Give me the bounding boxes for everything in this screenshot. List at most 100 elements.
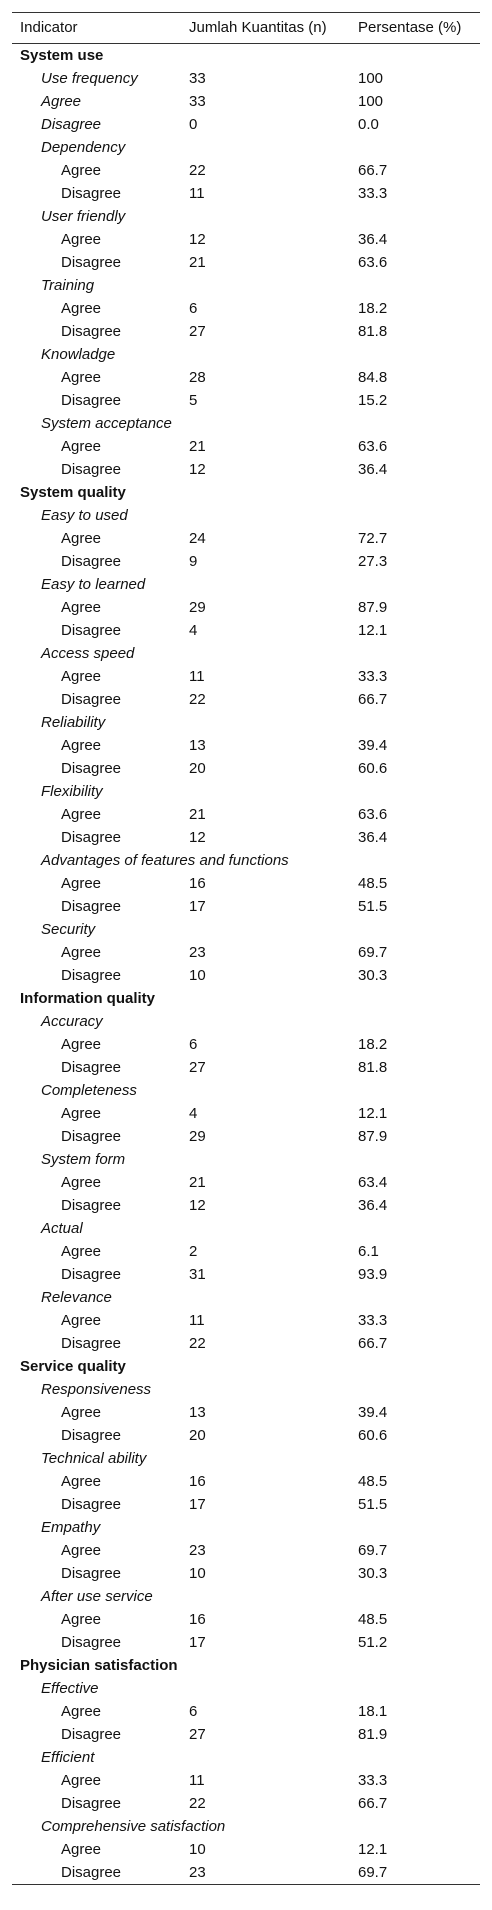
response-label: Agree	[61, 1703, 102, 1720]
response-label: Agree	[61, 668, 102, 685]
count-cell: 6	[189, 1036, 198, 1053]
count-cell: 27	[189, 1059, 206, 1076]
table-row: Agree 11 33.3	[12, 1309, 480, 1332]
indicator-label: Use frequency	[41, 70, 138, 87]
percent-cell: 63.4	[358, 1174, 388, 1191]
percent-cell: 63.6	[358, 438, 388, 455]
table-row: Disagree 17 51.5	[12, 895, 480, 918]
response-label: Agree	[61, 1841, 102, 1858]
table-row: Disagree 17 51.5	[12, 1493, 480, 1516]
table-row: Disagree 20 60.6	[12, 757, 480, 780]
percent-cell: 39.4	[358, 1404, 388, 1421]
count-cell: 21	[189, 438, 206, 455]
response-label: Agree	[61, 599, 102, 616]
table-row: Agree 10 12.1	[12, 1838, 480, 1861]
response-label: Agree	[61, 1036, 102, 1053]
section-title: Service quality	[20, 1358, 126, 1375]
table-row: Agree 13 39.4	[12, 734, 480, 757]
indicator-label: Easy to learned	[41, 576, 146, 593]
response-label: Disagree	[61, 1128, 122, 1145]
count-cell: 9	[189, 553, 198, 570]
table-row: Agree 23 69.7	[12, 941, 480, 964]
table-row: Agree 16 48.5	[12, 1608, 480, 1631]
count-cell: 21	[189, 1174, 206, 1191]
percent-cell: 66.7	[358, 1795, 388, 1812]
table-row: Agree 11 33.3	[12, 1769, 480, 1792]
indicator-label: After use service	[41, 1588, 153, 1605]
table-row: Responsiveness	[12, 1378, 480, 1401]
indicator-label: Comprehensive satisfaction	[41, 1818, 226, 1835]
indicator-label: Responsiveness	[41, 1381, 152, 1398]
count-cell: 6	[189, 1703, 198, 1720]
header-cell: Indicator	[20, 19, 78, 36]
response-label: Disagree	[61, 967, 122, 984]
percent-cell: 81.9	[358, 1726, 388, 1743]
table-row: Disagree 22 66.7	[12, 1332, 480, 1355]
percent-cell: 100	[358, 70, 384, 87]
count-cell: 11	[189, 185, 205, 202]
percent-cell: 12.1	[358, 622, 388, 639]
header-cell: Persentase (%)	[358, 19, 462, 36]
percent-cell: 48.5	[358, 875, 388, 892]
response-label: Agree	[61, 737, 102, 754]
table-row: Disagree 31 93.9	[12, 1263, 480, 1286]
table-row: Agree 11 33.3	[12, 665, 480, 688]
table-row: Comprehensive satisfaction	[12, 1815, 480, 1838]
count-cell: 16	[189, 875, 206, 892]
response-label: Agree	[61, 1611, 102, 1628]
table-row: Empathy	[12, 1516, 480, 1539]
response-label: Disagree	[61, 553, 122, 570]
response-label: Agree	[61, 300, 102, 317]
percent-cell: 66.7	[358, 162, 388, 179]
table-row: Disagree 23 69.7	[12, 1861, 480, 1884]
response-label: Disagree	[61, 392, 122, 409]
percent-cell: 66.7	[358, 691, 388, 708]
indicator-label: Efficient	[41, 1749, 95, 1766]
table-row: Accuracy	[12, 1010, 480, 1033]
count-cell: 23	[189, 944, 206, 961]
percent-cell: 48.5	[358, 1611, 388, 1628]
response-label: Agree	[61, 875, 102, 892]
count-cell: 10	[189, 1565, 206, 1582]
indicator-label: Dependency	[41, 139, 126, 156]
indicator-label: Training	[41, 277, 95, 294]
response-label: Disagree	[61, 1496, 122, 1513]
count-cell: 27	[189, 323, 206, 340]
table-row: Agree 24 72.7	[12, 527, 480, 550]
table-row: Disagree 17 51.2	[12, 1631, 480, 1654]
response-label: Agree	[61, 1174, 102, 1191]
response-label: Agree	[61, 231, 102, 248]
response-label: Disagree	[61, 622, 122, 639]
response-label: Disagree	[61, 1059, 122, 1076]
indicator-label: Security	[41, 921, 96, 938]
percent-cell: 69.7	[358, 1542, 388, 1559]
table-row: Disagree 22 66.7	[12, 1792, 480, 1815]
table-row: Agree 33 100	[12, 90, 480, 113]
table-row: Easy to learned	[12, 573, 480, 596]
response-label: Disagree	[61, 1427, 122, 1444]
table-row: Agree 21 63.6	[12, 803, 480, 826]
count-cell: 17	[189, 1634, 206, 1651]
percent-cell: 33.3	[358, 185, 388, 202]
percent-cell: 30.3	[358, 967, 388, 984]
percent-cell: 51.5	[358, 898, 388, 915]
response-label: Disagree	[61, 254, 122, 271]
indicator-label: Agree	[41, 93, 82, 110]
percent-cell: 18.1	[358, 1703, 388, 1720]
count-cell: 29	[189, 599, 206, 616]
response-label: Agree	[61, 1105, 102, 1122]
table-row: Disagree 12 36.4	[12, 1194, 480, 1217]
response-label: Disagree	[61, 1197, 122, 1214]
count-cell: 12	[189, 231, 206, 248]
table-row: Agree 2 6.1	[12, 1240, 480, 1263]
indicator-label: System form	[41, 1151, 126, 1168]
indicator-label: Flexibility	[41, 783, 103, 800]
table-row: Actual	[12, 1217, 480, 1240]
response-label: Agree	[61, 438, 102, 455]
indicator-label: Accuracy	[41, 1013, 103, 1030]
table: Indicator Jumlah Kuantitas (n) Persentas…	[12, 12, 480, 1885]
count-cell: 23	[189, 1542, 206, 1559]
percent-cell: 81.8	[358, 323, 388, 340]
table-row: Easy to used	[12, 504, 480, 527]
table-row: Agree 4 12.1	[12, 1102, 480, 1125]
